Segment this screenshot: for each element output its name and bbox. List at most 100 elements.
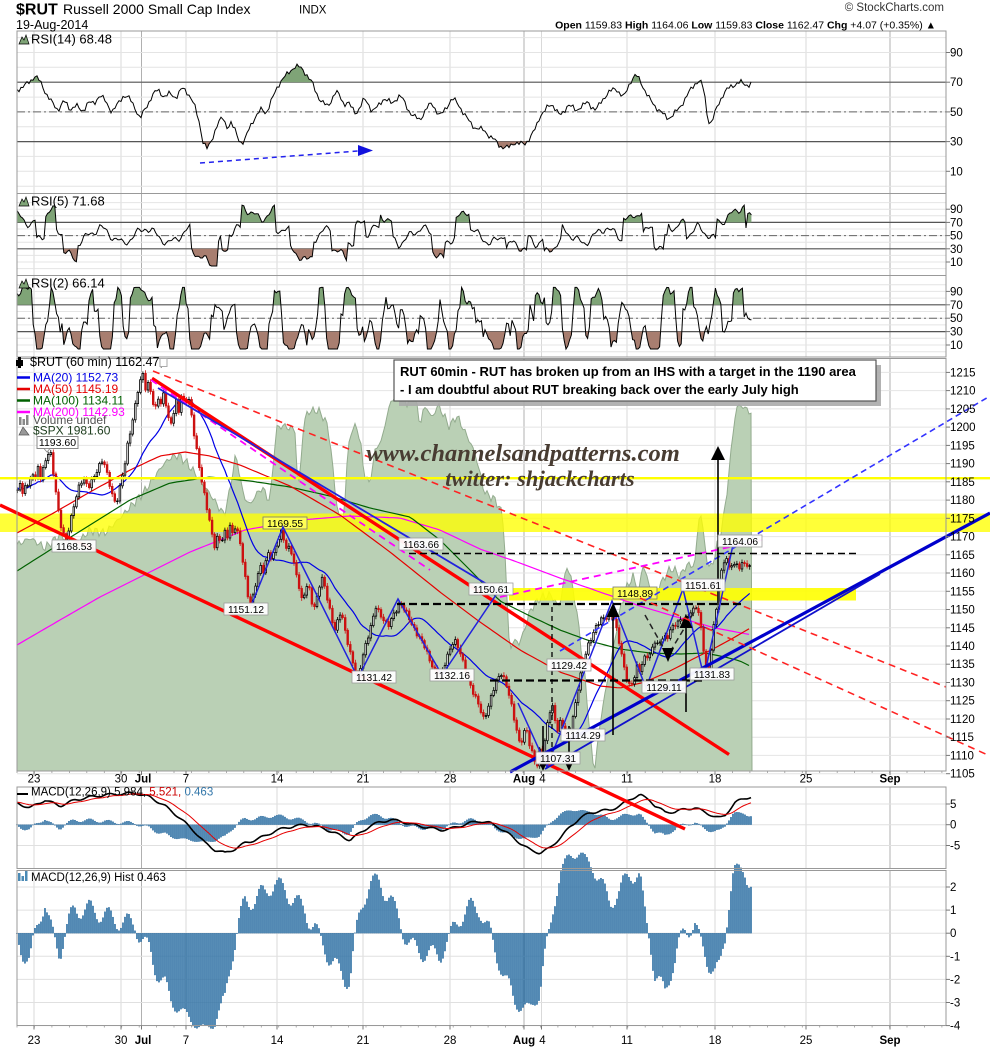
svg-text:19-Aug-2014: 19-Aug-2014 (16, 18, 88, 32)
svg-text:21: 21 (357, 774, 370, 786)
svg-text:90: 90 (950, 204, 963, 216)
svg-text:1151.61: 1151.61 (685, 581, 721, 592)
svg-text:1148.89: 1148.89 (617, 589, 653, 600)
svg-text:RUT 60min - RUT has broken up: RUT 60min - RUT has broken up from an IH… (400, 364, 857, 379)
svg-text:1210: 1210 (950, 386, 976, 398)
svg-text:1165: 1165 (950, 550, 975, 562)
svg-text:MACD(12,26,9) Hist 0.463: MACD(12,26,9) Hist 0.463 (31, 872, 166, 884)
svg-text:MACD(12,26,9) 5.984, 5.521, 0.: MACD(12,26,9) 5.984, 5.521, 0.463 (31, 787, 213, 799)
svg-text:1105: 1105 (950, 769, 975, 781)
svg-text:30: 30 (115, 774, 128, 786)
svg-text:$RUT (60 min) 1162.47;: $RUT (60 min) 1162.47; (30, 355, 163, 369)
svg-text:1155: 1155 (950, 586, 975, 598)
svg-text:70: 70 (950, 77, 963, 89)
svg-text:2: 2 (950, 882, 956, 894)
svg-text:10: 10 (950, 257, 963, 269)
svg-text:twitter: shjackcharts: twitter: shjackcharts (445, 466, 635, 491)
svg-text:Volume undef: Volume undef (33, 413, 107, 427)
svg-text:0: 0 (950, 928, 956, 940)
svg-text:10: 10 (950, 166, 963, 178)
svg-text:1131.83: 1131.83 (694, 670, 730, 681)
svg-text:28: 28 (444, 774, 457, 786)
svg-text:-5: -5 (950, 840, 960, 852)
svg-text:1110: 1110 (950, 750, 974, 762)
svg-text:INDX: INDX (299, 5, 327, 17)
svg-text:1160: 1160 (950, 568, 975, 580)
svg-text:28: 28 (444, 1035, 457, 1047)
svg-text:-1: -1 (950, 951, 960, 963)
svg-text:30: 30 (950, 327, 963, 339)
svg-text:7: 7 (183, 1035, 189, 1047)
svg-text:Open 1159.83 High 1164.06 Low: Open 1159.83 High 1164.06 Low 1159.83 Cl… (555, 20, 936, 32)
svg-text:14: 14 (271, 1035, 284, 1047)
svg-text:1175: 1175 (950, 513, 975, 525)
svg-text:Aug: Aug (513, 774, 535, 786)
svg-text:- I am doubtful about RUT brea: - I am doubtful about RUT breaking back … (400, 382, 799, 397)
svg-text:30: 30 (115, 1035, 128, 1047)
svg-text:1130: 1130 (950, 677, 975, 689)
svg-text:1114.29: 1114.29 (565, 731, 601, 742)
svg-text:RSI(5) 71.68: RSI(5) 71.68 (31, 194, 105, 209)
svg-text:90: 90 (950, 48, 963, 60)
svg-text:1190: 1190 (950, 459, 975, 471)
svg-text:1215: 1215 (950, 367, 976, 379)
svg-text:RSI(2) 66.14: RSI(2) 66.14 (31, 276, 105, 291)
svg-text:Sep: Sep (879, 774, 900, 786)
svg-text:7: 7 (183, 774, 189, 786)
svg-text:MA(200) 1142.93: MA(200) 1142.93 (33, 405, 125, 419)
svg-text:11: 11 (621, 774, 633, 786)
svg-text:1129.42: 1129.42 (551, 661, 587, 672)
svg-text:1129.11: 1129.11 (646, 683, 682, 694)
svg-text:30: 30 (950, 137, 963, 149)
svg-text:www.channelsandpatterns.com: www.channelsandpatterns.com (366, 440, 680, 467)
svg-text:1205: 1205 (950, 404, 976, 416)
svg-text:18: 18 (709, 1035, 722, 1047)
svg-text:-3: -3 (950, 998, 960, 1010)
svg-text:1170: 1170 (950, 532, 975, 544)
svg-text:MA(20) 1152.73: MA(20) 1152.73 (33, 371, 118, 385)
svg-text:1193.60: 1193.60 (39, 437, 76, 449)
svg-text:1185: 1185 (950, 477, 975, 489)
svg-text:$SPX 1981.60: $SPX 1981.60 (33, 424, 111, 438)
svg-text:-2: -2 (950, 974, 960, 986)
svg-text:-4: -4 (950, 1021, 961, 1033)
svg-text:1131.42: 1131.42 (356, 673, 392, 684)
svg-text:1163.66: 1163.66 (403, 540, 439, 551)
svg-text:RSI(14) 68.48: RSI(14) 68.48 (31, 32, 112, 47)
svg-text:50: 50 (950, 313, 963, 325)
svg-text:5: 5 (950, 799, 956, 811)
svg-text:1195: 1195 (950, 440, 975, 452)
svg-text:4: 4 (539, 774, 546, 786)
svg-text:50: 50 (950, 231, 963, 243)
svg-text:18: 18 (709, 774, 722, 786)
svg-text:1107.31: 1107.31 (540, 754, 576, 765)
svg-text:1145: 1145 (950, 623, 975, 635)
svg-text:1120: 1120 (950, 714, 975, 726)
svg-text:30: 30 (950, 244, 963, 256)
svg-text:1132.16: 1132.16 (434, 671, 470, 682)
svg-text:4: 4 (539, 1035, 546, 1047)
svg-text:70: 70 (950, 300, 963, 312)
svg-text:25: 25 (800, 1035, 813, 1047)
svg-text:1150: 1150 (950, 605, 975, 617)
svg-text:70: 70 (950, 217, 963, 229)
svg-text:1150.61: 1150.61 (473, 585, 509, 596)
svg-text:10: 10 (950, 340, 963, 352)
svg-text:0: 0 (950, 820, 956, 832)
svg-text:1180: 1180 (950, 495, 975, 507)
svg-text:MA(50) 1145.19: MA(50) 1145.19 (33, 382, 118, 396)
svg-text:1125: 1125 (950, 696, 975, 708)
svg-text:1164.06: 1164.06 (722, 537, 758, 548)
svg-text:14: 14 (271, 774, 284, 786)
svg-text:© StockCharts.com: © StockCharts.com (845, 2, 944, 14)
svg-text:Russell 2000 Small Cap Index: Russell 2000 Small Cap Index (63, 1, 251, 17)
svg-text:90: 90 (950, 286, 963, 298)
svg-text:1135: 1135 (950, 659, 975, 671)
svg-text:$RUT: $RUT (16, 2, 58, 19)
svg-text:Jul: Jul (135, 774, 152, 786)
svg-text:MA(100) 1134.11: MA(100) 1134.11 (33, 394, 124, 408)
svg-text:1200: 1200 (950, 422, 976, 434)
svg-text:Jul: Jul (135, 1035, 152, 1047)
svg-text:1151.12: 1151.12 (228, 605, 264, 616)
svg-text:21: 21 (357, 1035, 370, 1047)
